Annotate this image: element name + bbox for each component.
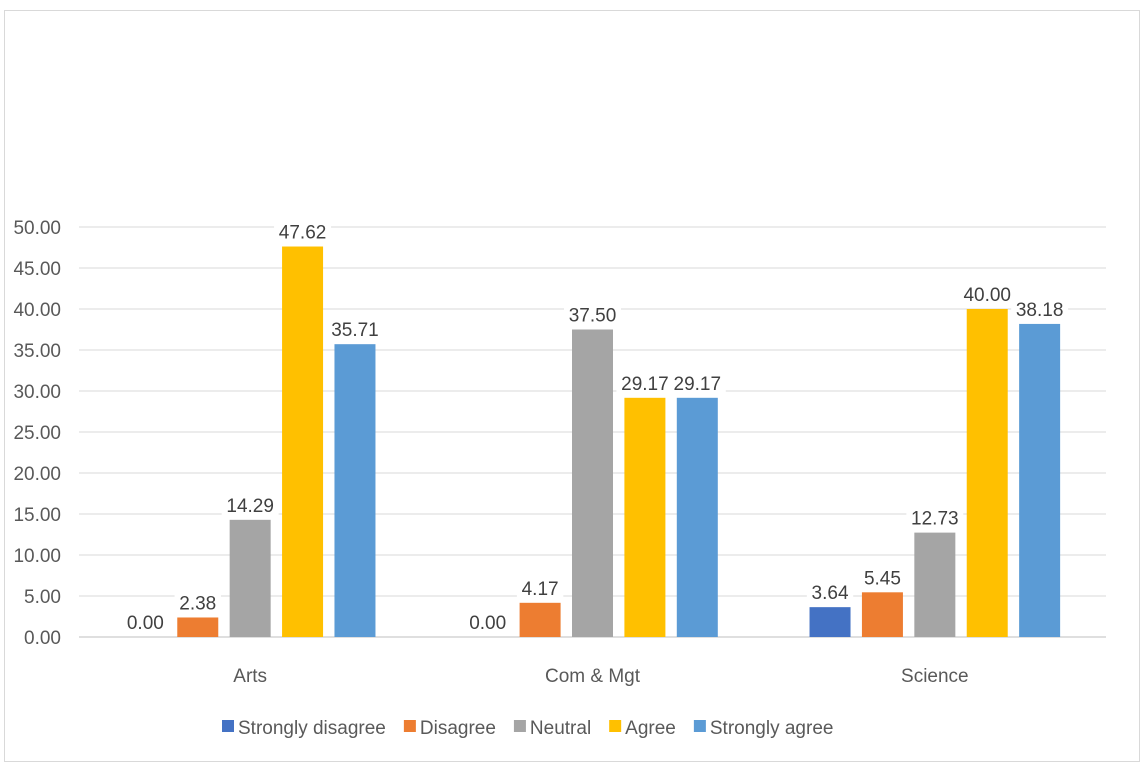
legend-swatch xyxy=(403,720,416,732)
legend-swatch xyxy=(693,720,706,732)
y-tick-label: 5.00 xyxy=(24,587,61,608)
data-label-background xyxy=(958,280,1016,307)
data-label-background xyxy=(516,573,564,601)
data-label: 0.00 xyxy=(127,613,164,634)
data-label-background xyxy=(906,503,964,531)
data-label-background xyxy=(1011,294,1069,322)
data-label: 14.29 xyxy=(226,496,274,517)
y-tick-label: 35.00 xyxy=(13,341,61,362)
category-label: Arts xyxy=(233,666,267,687)
bar xyxy=(624,397,666,637)
legend-label: Strongly disagree xyxy=(238,718,386,739)
bar xyxy=(861,592,903,637)
data-labels: 0.00 2.38 14.29 47.62 35.71 0.00 4.17 37.50 29.1… xyxy=(122,217,1069,635)
data-label: 12.73 xyxy=(911,509,959,530)
data-label-background xyxy=(174,588,221,616)
data-label: 5.45 xyxy=(864,568,901,589)
x-axis-category-labels: Arts Com & Mgt Science xyxy=(233,666,968,687)
bar xyxy=(1019,323,1061,637)
data-label-background xyxy=(806,578,854,606)
bar xyxy=(334,344,376,637)
category-label: Science xyxy=(901,666,969,687)
legend-swatch xyxy=(609,720,622,732)
data-label: 47.62 xyxy=(279,223,327,244)
bar xyxy=(177,617,219,637)
legend: Strongly disagree Disagree Neutral Agree Str… xyxy=(222,718,833,739)
legend-label: Neutral xyxy=(530,718,591,739)
data-label: 40.00 xyxy=(963,285,1011,306)
data-label-background xyxy=(668,368,726,396)
legend-swatch xyxy=(513,720,526,732)
bar xyxy=(282,246,324,638)
legend-swatch xyxy=(222,720,234,732)
category-label: Com & Mgt xyxy=(545,666,641,687)
y-tick-label: 30.00 xyxy=(13,382,61,403)
bars xyxy=(177,246,1061,638)
y-tick-label: 25.00 xyxy=(13,423,61,444)
data-label-background xyxy=(122,608,169,635)
data-label: 29.17 xyxy=(621,374,669,395)
data-label-background xyxy=(616,368,674,396)
legend-label: Disagree xyxy=(420,718,496,739)
bar xyxy=(914,532,956,637)
y-tick-label: 45.00 xyxy=(13,259,61,280)
y-axis-tick-labels: 0.00 5.00 10.00 15.00 20.00 25.00 30.00 35.00 40… xyxy=(13,218,61,649)
bar xyxy=(229,519,271,637)
bar xyxy=(676,397,718,637)
legend-label: Strongly agree xyxy=(710,718,834,739)
data-label-background xyxy=(221,490,279,518)
data-label: 35.71 xyxy=(331,320,379,341)
y-tick-label: 50.00 xyxy=(13,218,61,239)
data-label-background xyxy=(274,217,332,245)
bar xyxy=(519,602,561,637)
data-label: 4.17 xyxy=(522,579,559,600)
data-label-background xyxy=(564,300,621,328)
y-tick-label: 40.00 xyxy=(13,300,61,321)
data-label: 3.64 xyxy=(812,583,849,604)
bar xyxy=(966,309,1008,637)
data-label: 37.50 xyxy=(569,306,617,327)
data-label: 0.00 xyxy=(469,613,506,634)
y-tick-label: 20.00 xyxy=(13,464,61,485)
data-label-background xyxy=(326,315,384,343)
y-tick-label: 15.00 xyxy=(13,505,61,526)
data-label: 38.18 xyxy=(1016,300,1064,321)
bar xyxy=(809,607,851,637)
y-tick-label: 0.00 xyxy=(24,628,61,649)
legend-label: Agree xyxy=(625,718,676,739)
data-label-background xyxy=(859,563,906,591)
data-label: 29.17 xyxy=(674,374,722,395)
data-label: 2.38 xyxy=(179,593,216,614)
data-label-background xyxy=(464,608,511,635)
bar xyxy=(572,329,613,637)
y-tick-label: 10.00 xyxy=(13,546,61,567)
